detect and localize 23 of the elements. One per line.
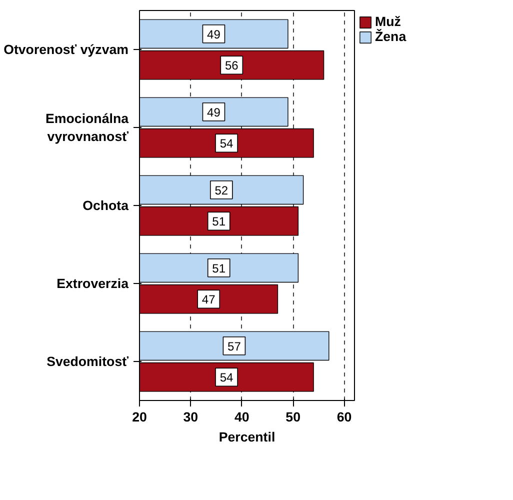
x-axis-title: Percentil [218, 430, 276, 444]
legend-label: Žena [375, 29, 406, 44]
y-tick-label: Svedomitosť [46, 354, 130, 369]
data-label: 54 [220, 370, 234, 385]
x-tick-label: 20 [132, 410, 147, 424]
x-tick-label: 30 [183, 410, 198, 424]
data-label: 52 [214, 183, 228, 198]
x-tick-label: 60 [336, 410, 352, 424]
y-tick-label: Emocionálna vyrovnanosť [46, 111, 130, 144]
data-label: 56 [224, 58, 239, 73]
y-tick-label: Extroverzia [56, 276, 130, 291]
y-tick-label: Otvorenosť výzvam [4, 42, 129, 57]
y-tick-label: Ochota [82, 198, 130, 213]
x-tick-label: 40 [234, 410, 250, 424]
data-label: 47 [202, 292, 216, 307]
data-label: 57 [228, 339, 242, 354]
x-tick-label: 50 [286, 410, 300, 424]
data-label: 49 [207, 27, 221, 42]
data-label: 51 [212, 214, 226, 229]
data-label: 49 [207, 105, 221, 120]
data-label: 51 [212, 261, 226, 276]
legend-label: Muž [375, 14, 401, 29]
data-label: 54 [220, 136, 234, 151]
